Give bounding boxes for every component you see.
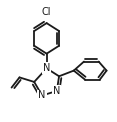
Text: N: N: [38, 91, 46, 101]
Text: Cl: Cl: [42, 7, 51, 17]
Text: N: N: [53, 86, 60, 96]
Text: N: N: [43, 63, 50, 73]
